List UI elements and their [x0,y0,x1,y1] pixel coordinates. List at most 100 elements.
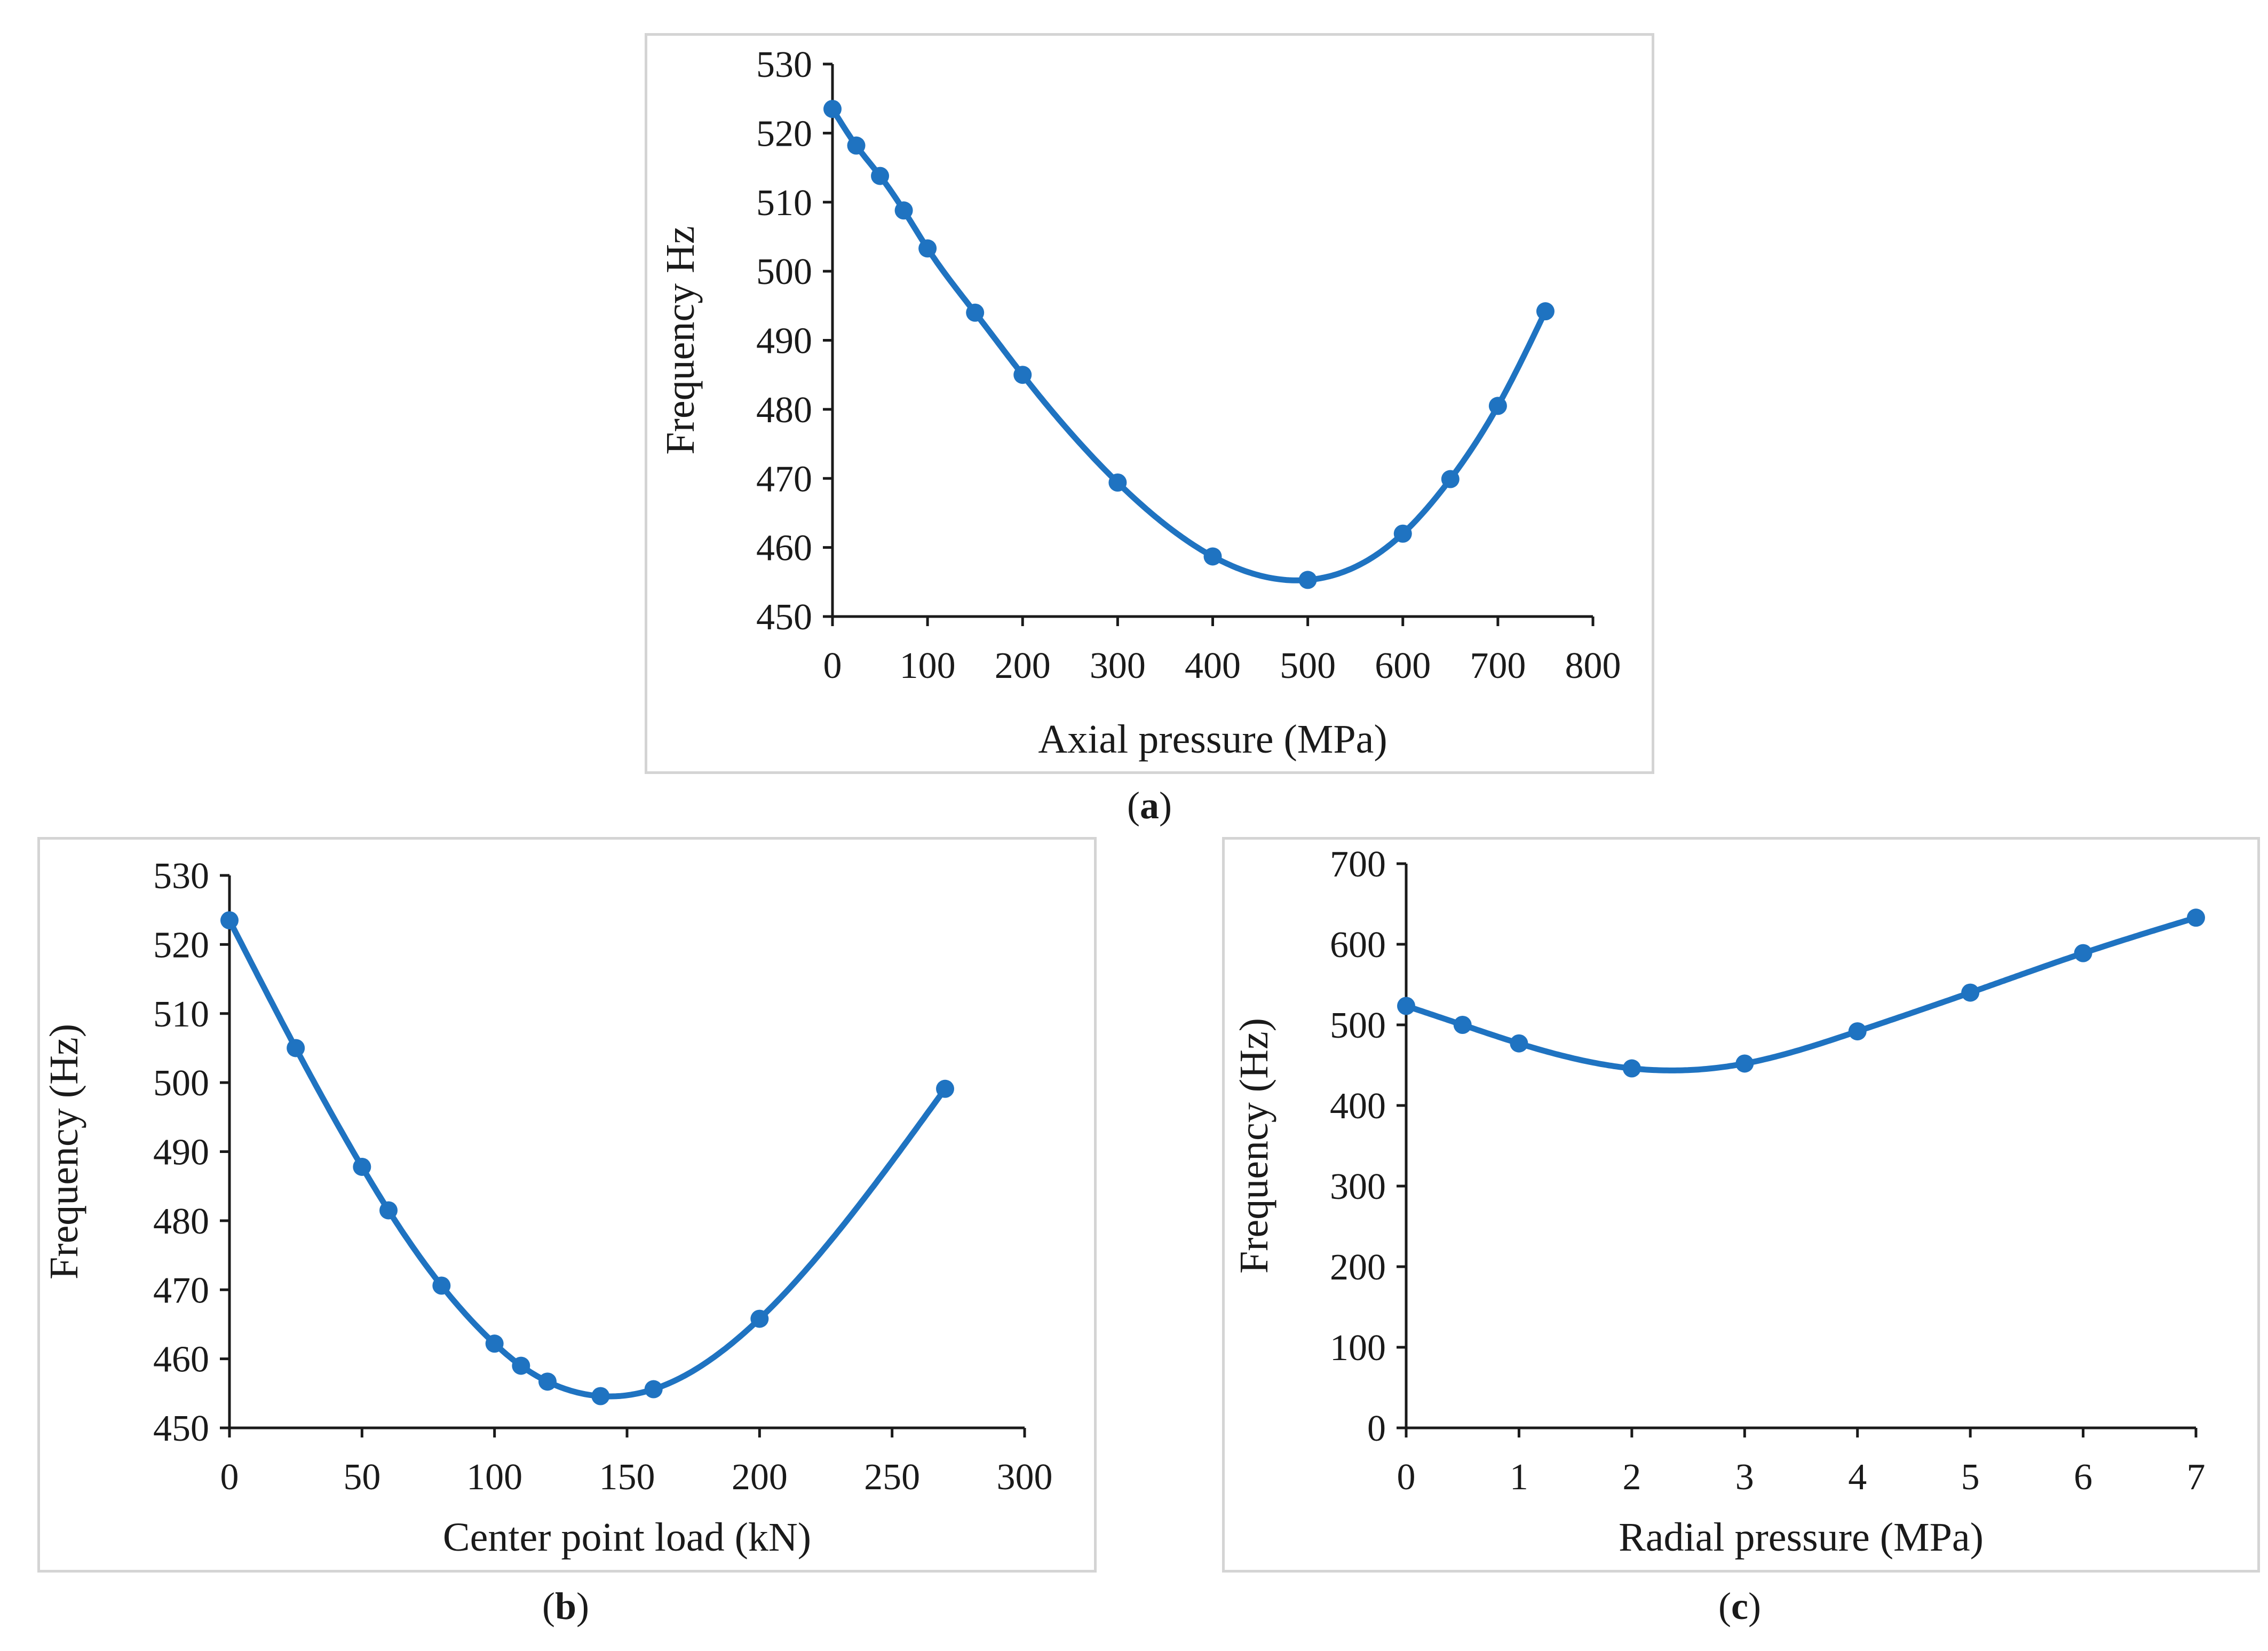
x-tick-label: 400 [1185,645,1241,686]
x-tick-label: 100 [900,645,956,686]
data-point [894,201,913,220]
x-axis-label: Center point load (kN) [443,1515,811,1560]
series-line [829,106,1549,583]
y-tick-label: 300 [1330,1166,1386,1207]
y-tick-label: 470 [153,1270,209,1311]
caption-c: (c) [1718,1585,1761,1628]
y-tick-label: 470 [756,459,812,500]
y-tick-label: 600 [1330,925,1386,966]
data-point [2074,944,2092,962]
x-tick-label: 300 [997,1457,1053,1498]
y-tick-label: 520 [756,113,812,154]
data-point [379,1201,398,1220]
y-tick-label: 480 [153,1201,209,1242]
y-tick-label: 460 [153,1339,209,1380]
x-tick-label: 0 [823,645,842,686]
x-tick-label: 7 [2187,1457,2206,1498]
data-point [353,1157,371,1176]
data-point [1013,366,1032,384]
y-tick-label: 500 [153,1063,209,1104]
caption-b: (b) [542,1585,589,1628]
x-tick-label: 0 [1397,1457,1416,1498]
data-point [1298,571,1317,589]
data-point [1441,470,1460,488]
series-line [1403,914,2199,1073]
y-tick-label: 500 [1330,1005,1386,1046]
x-axis-label: Radial pressure (MPa) [1619,1515,1984,1560]
x-tick-label: 200 [732,1457,788,1498]
x-tick-label: 6 [2074,1457,2092,1498]
y-tick-label: 510 [153,994,209,1035]
data-point [287,1039,305,1057]
data-point [512,1356,530,1375]
data-point [966,303,985,322]
x-tick-label: 50 [343,1457,380,1498]
data-point [1397,997,1415,1015]
y-axis-label: Frequency (Hz) [1232,1018,1276,1274]
x-tick-label: 5 [1961,1457,1980,1498]
data-point [1536,302,1555,321]
y-tick-label: 450 [153,1408,209,1449]
data-point [936,1079,954,1098]
data-point [918,239,937,258]
x-tick-label: 4 [1848,1457,1867,1498]
data-point [750,1309,769,1328]
data-point [591,1387,610,1405]
data-point [2187,909,2205,927]
data-point [1735,1054,1754,1073]
data-point [538,1372,557,1391]
data-point [1108,473,1127,492]
x-tick-label: 700 [1470,645,1526,686]
data-point [432,1276,451,1295]
chart-b-frame [37,837,1097,1573]
x-tick-label: 200 [995,645,1051,686]
x-tick-label: 100 [466,1457,522,1498]
y-tick-label: 700 [1330,844,1386,885]
y-tick-label: 400 [1330,1086,1386,1127]
y-tick-label: 450 [756,597,812,638]
caption-a: (a) [1127,784,1172,827]
data-point [485,1334,504,1353]
y-tick-label: 480 [756,390,812,431]
data-point [1510,1034,1528,1053]
chart-a-frame [645,33,1654,774]
y-tick-label: 520 [153,925,209,966]
data-point [1393,524,1412,543]
x-tick-label: 500 [1280,645,1336,686]
data-point [1961,983,1980,1002]
y-tick-label: 0 [1367,1408,1386,1449]
x-tick-label: 2 [1622,1457,1641,1498]
y-tick-label: 490 [153,1132,209,1173]
y-tick-label: 100 [1330,1328,1386,1369]
x-tick-label: 600 [1375,645,1431,686]
data-point [823,100,842,119]
y-tick-label: 530 [756,44,812,85]
data-point [644,1380,663,1399]
x-tick-label: 300 [1090,645,1146,686]
data-point [220,911,239,930]
series-line [226,917,948,1400]
data-point [1203,547,1222,566]
y-tick-label: 490 [756,321,812,362]
x-tick-label: 150 [599,1457,655,1498]
y-tick-label: 460 [756,528,812,569]
y-tick-label: 500 [756,251,812,293]
data-point [1488,397,1507,415]
y-axis-label: Frequency Hz [658,226,703,454]
x-tick-label: 250 [864,1457,920,1498]
x-axis-label: Axial pressure (MPa) [1038,717,1387,762]
y-tick-label: 200 [1330,1247,1386,1288]
data-point [1453,1016,1472,1034]
y-tick-label: 530 [153,856,209,897]
data-point [1848,1022,1867,1041]
x-tick-label: 800 [1565,645,1621,686]
data-point [847,136,866,155]
x-tick-label: 3 [1735,1457,1754,1498]
data-point [1622,1059,1641,1078]
x-tick-label: 1 [1510,1457,1528,1498]
x-tick-label: 0 [220,1457,239,1498]
y-tick-label: 510 [756,183,812,224]
